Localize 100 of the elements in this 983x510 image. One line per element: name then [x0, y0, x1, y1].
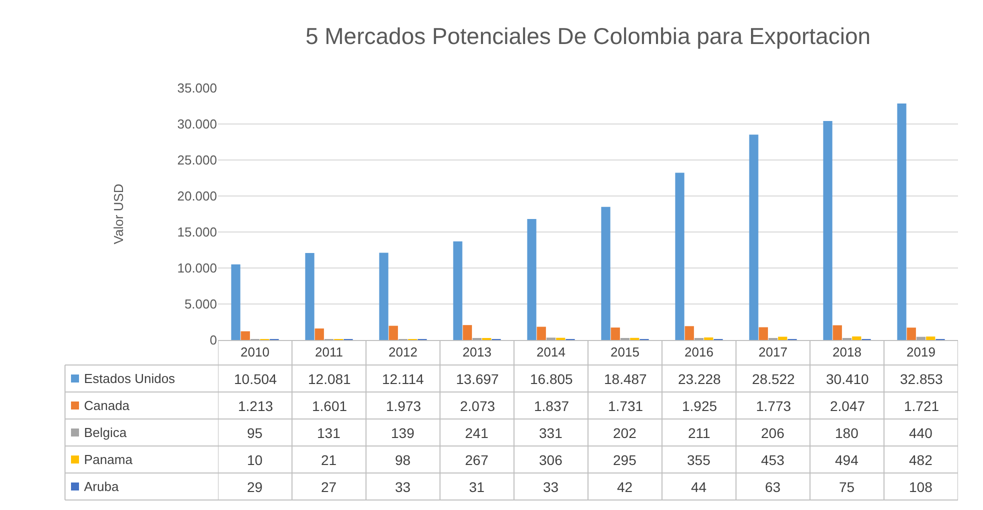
x-tick-label: 2015	[610, 344, 640, 360]
data-label: 1.213	[238, 398, 274, 414]
data-label: 306	[539, 452, 563, 468]
data-label: 453	[761, 452, 785, 468]
bar	[684, 326, 694, 340]
data-label: 1.601	[312, 398, 348, 414]
chart-title: 5 Mercados Potenciales De Colombia para Exportacion	[305, 23, 871, 50]
y-tick-label: 0	[210, 332, 217, 348]
y-tick-label: 15.000	[177, 224, 217, 240]
bar	[926, 336, 936, 340]
legend-label: Canada	[84, 398, 130, 413]
bar	[778, 336, 788, 340]
data-label: 267	[465, 452, 489, 468]
data-label: 211	[688, 425, 711, 441]
data-label: 28.522	[752, 371, 796, 387]
x-tick-label: 2018	[832, 344, 862, 360]
legend-label: Panama	[84, 452, 134, 467]
x-tick-label: 2017	[758, 344, 788, 360]
bar	[379, 252, 388, 340]
data-label: 440	[909, 425, 933, 441]
data-label: 42	[617, 479, 633, 495]
bar	[314, 328, 324, 340]
data-label: 1.973	[386, 398, 422, 414]
data-label: 33	[395, 479, 411, 495]
y-tick-label: 10.000	[177, 260, 217, 276]
data-label: 29	[247, 479, 263, 495]
data-label: 139	[391, 425, 415, 441]
x-tick-label: 2019	[906, 344, 936, 360]
data-label: 27	[321, 479, 337, 495]
data-label: 63	[765, 479, 781, 495]
bar	[852, 336, 862, 340]
data-label: 30.410	[826, 371, 870, 387]
data-label: 2.073	[460, 398, 496, 414]
bar	[832, 325, 842, 340]
data-label: 180	[835, 425, 859, 441]
bar	[704, 337, 714, 340]
bar	[388, 326, 398, 340]
data-label: 108	[909, 479, 933, 495]
x-tick-label: 2010	[240, 344, 270, 360]
data-label: 23.228	[678, 371, 722, 387]
data-label: 241	[465, 425, 489, 441]
data-label: 98	[395, 452, 411, 468]
data-label: 95	[247, 425, 263, 441]
data-label: 206	[761, 425, 785, 441]
data-label: 21	[321, 452, 337, 468]
bar	[240, 331, 250, 340]
data-label: 494	[835, 452, 859, 468]
data-label: 482	[909, 452, 933, 468]
data-label: 355	[687, 452, 711, 468]
data-label: 44	[691, 479, 707, 495]
data-label: 331	[539, 425, 563, 441]
bar	[897, 103, 906, 340]
bar	[462, 325, 472, 340]
bar	[916, 336, 926, 340]
x-tick-label: 2016	[684, 344, 714, 360]
bar	[601, 206, 610, 340]
y-tick-label: 20.000	[177, 188, 217, 204]
bar	[749, 134, 758, 340]
y-tick-label: 35.000	[177, 80, 217, 96]
data-label: 16.805	[530, 371, 574, 387]
bar	[536, 326, 546, 340]
data-label: 12.081	[308, 371, 352, 387]
data-label: 75	[839, 479, 855, 495]
bar	[527, 219, 536, 340]
data-label: 1.721	[904, 398, 940, 414]
bar	[675, 172, 684, 340]
data-label: 18.487	[604, 371, 648, 387]
x-tick-label: 2011	[315, 344, 343, 360]
bar	[906, 328, 916, 340]
bar	[305, 253, 314, 340]
bar	[610, 328, 620, 340]
data-label: 10.504	[234, 371, 278, 387]
bar	[231, 264, 240, 340]
data-label: 13.697	[456, 371, 500, 387]
data-label: 1.837	[534, 398, 570, 414]
x-tick-label: 2014	[536, 344, 566, 360]
data-label: 33	[543, 479, 559, 495]
data-label: 295	[613, 452, 637, 468]
legend-label: Belgica	[84, 425, 128, 440]
data-label: 131	[317, 425, 341, 441]
data-label: 12.114	[382, 371, 424, 387]
data-label: 1.773	[756, 398, 792, 414]
y-axis-title: Valor USD	[111, 184, 126, 244]
data-label: 10	[247, 452, 263, 468]
x-tick-label: 2013	[462, 344, 492, 360]
legend-label: Estados Unidos	[84, 371, 176, 386]
x-tick-label: 2012	[388, 344, 418, 360]
data-label: 31	[469, 479, 485, 495]
data-label: 1.731	[608, 398, 644, 414]
legend-label: Aruba	[84, 479, 120, 494]
bar	[758, 327, 768, 340]
y-tick-label: 30.000	[177, 116, 217, 132]
data-label: 2.047	[830, 398, 866, 414]
bar	[453, 241, 462, 340]
bar	[823, 121, 832, 340]
data-label: 202	[613, 425, 637, 441]
data-label: 1.925	[682, 398, 718, 414]
data-label: 32.853	[900, 371, 944, 387]
y-tick-label: 25.000	[177, 152, 217, 168]
y-tick-label: 5.000	[184, 296, 217, 312]
